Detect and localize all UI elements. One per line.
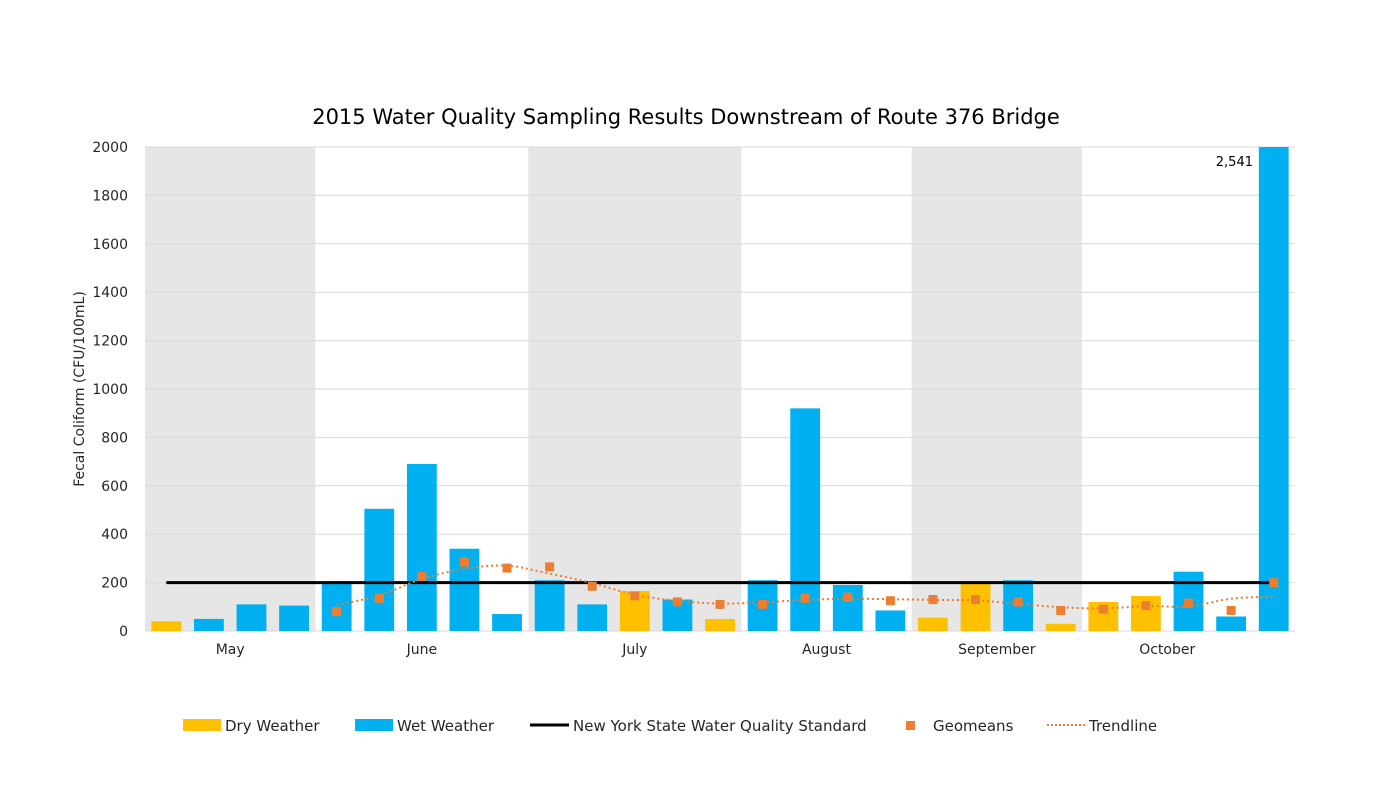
bar-wet [492, 614, 522, 631]
y-tick-labels: 0 200 400 600 800 1000 1200 1400 1600 1800 2000 [92, 140, 128, 640]
x-tick-label-may: May [216, 642, 245, 658]
geomean-marker [417, 572, 427, 582]
bar-wet [875, 610, 906, 631]
y-tick-label: 1000 [92, 382, 128, 398]
y-tick-label: 200 [101, 576, 128, 592]
legend-dry-label: Dry Weather [225, 717, 320, 735]
bar-wet [236, 604, 267, 631]
geomean-marker [459, 557, 469, 567]
geomean-marker [630, 591, 640, 601]
geomean-marker [885, 596, 895, 606]
legend: Dry Weather Wet Weather New York State W… [183, 717, 1157, 735]
legend-trendline-label: Trendline [1088, 717, 1157, 735]
x-tick-label-june: June [406, 642, 438, 658]
chart-title: 2015 Water Quality Sampling Results Down… [312, 105, 1060, 129]
bar-wet [406, 464, 437, 631]
legend-standard-label: New York State Water Quality Standard [573, 717, 867, 735]
geomean-marker [587, 581, 597, 591]
y-tick-label: 0 [119, 624, 128, 640]
y-tick-label: 1200 [92, 334, 128, 350]
geomean-marker [1141, 601, 1151, 611]
geomean-marker [928, 595, 938, 605]
bar-dry [151, 621, 182, 631]
geomean-marker [502, 563, 512, 573]
legend-wet-swatch [355, 719, 393, 731]
geomean-marker [971, 595, 981, 605]
geomean-marker [374, 593, 384, 603]
y-tick-label: 2000 [92, 140, 128, 156]
geomean-marker [672, 597, 682, 607]
geomean-marker [332, 607, 342, 617]
bar-wet [534, 580, 565, 631]
y-tick-label: 800 [101, 430, 128, 446]
geomean-marker [715, 599, 725, 609]
legend-geomeans-swatch [906, 721, 915, 730]
y-tick-label: 600 [101, 479, 128, 495]
geomean-markers [332, 557, 1279, 617]
x-tick-labels: May June July August September October [216, 642, 1196, 658]
bar-wet [364, 508, 395, 631]
legend-dry-swatch [183, 719, 221, 731]
bar-wet [577, 604, 608, 631]
x-tick-label-august: August [802, 642, 852, 658]
geomean-marker [545, 562, 555, 572]
bar-dry [705, 618, 735, 631]
geomean-marker [758, 599, 768, 609]
bar-wet [1258, 147, 1289, 631]
legend-geomeans-label: Geomeans [933, 717, 1014, 735]
bar-dry [918, 617, 948, 631]
geomean-marker [843, 592, 853, 602]
x-tick-label-july: July [621, 642, 647, 658]
y-axis-label: Fecal Coliform (CFU/100mL) [72, 291, 88, 487]
y-tick-label: 1600 [92, 237, 128, 253]
bar-wet [279, 605, 309, 631]
bar-wet [1216, 616, 1247, 631]
geomean-marker [1013, 597, 1023, 607]
bar-wet [832, 585, 863, 631]
bar-dry [1045, 623, 1076, 631]
geomean-marker [1184, 598, 1194, 608]
geomean-marker [800, 593, 810, 603]
y-tick-label: 1800 [92, 188, 128, 204]
overflow-annotation: 2,541 [1216, 155, 1253, 170]
geomean-marker [1056, 605, 1066, 615]
geomean-marker [1226, 605, 1236, 615]
bar-dry [960, 582, 991, 631]
y-tick-label: 1400 [92, 285, 128, 301]
geomean-marker [1098, 604, 1108, 614]
x-tick-label-october: October [1139, 642, 1195, 658]
x-tick-label-september: September [958, 642, 1036, 658]
y-tick-label: 400 [101, 527, 128, 543]
legend-wet-label: Wet Weather [397, 717, 495, 735]
geomean-marker [1269, 578, 1279, 588]
bar-wet [193, 618, 224, 631]
